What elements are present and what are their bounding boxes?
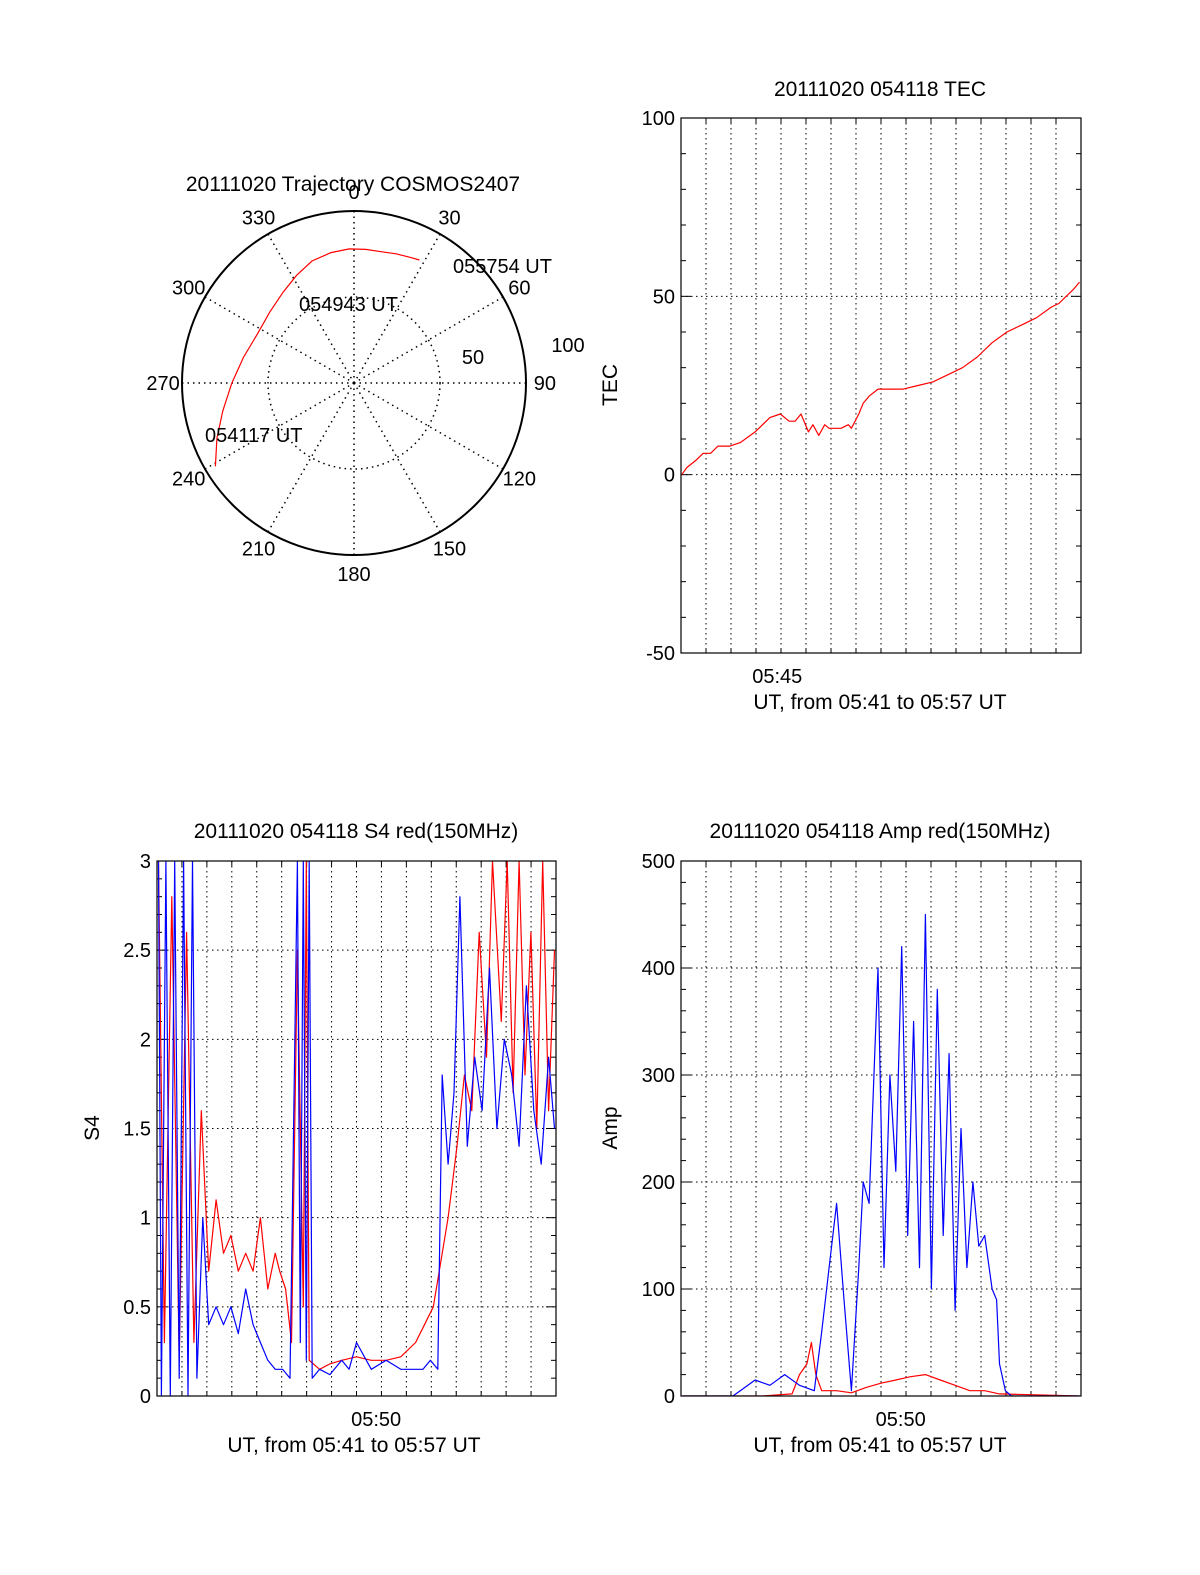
plot-frame	[680, 860, 1082, 1397]
series-line-red	[682, 1341, 1080, 1396]
tec-ylabel: TEC	[599, 364, 622, 406]
y-tick-label: 400	[642, 958, 675, 980]
polar-time-label: 054943 UT	[299, 294, 398, 316]
polar-trajectory-series	[214, 248, 420, 467]
y-tick-label: 3	[140, 851, 151, 873]
amp-axes: 0 100 200 300 400 500 05:50	[642, 851, 1082, 1431]
polar-angle-label: 120	[503, 468, 536, 490]
tec-xlabel: UT, from 05:41 to 05:57 UT	[753, 691, 1006, 714]
polar-spoke	[267, 233, 355, 384]
amp-title: 20111020 054118 Amp red(150MHz)	[710, 820, 1051, 843]
y-tick-label: 100	[642, 108, 675, 130]
s4-ylabel: S4	[81, 1115, 104, 1141]
x-tick-label: 05:50	[351, 1409, 401, 1431]
series-line-blue	[682, 913, 1080, 1396]
x-tick-label: 05:50	[876, 1409, 926, 1431]
polar-angle-label: 300	[172, 278, 205, 300]
plot-frame	[680, 117, 1082, 654]
y-tick-label: 200	[642, 1172, 675, 1194]
tec-axes: -50 0 50 100 05:45	[642, 108, 1082, 688]
polar-angle-label: 180	[337, 564, 370, 586]
polar-ring-50	[267, 296, 441, 470]
polar-angle-label: 240	[172, 468, 205, 490]
polar-angle-label: 60	[508, 278, 530, 300]
polar-spoke	[204, 382, 355, 470]
y-tick-label: 0	[664, 465, 675, 487]
polar-angle-labels: 0 30 60 90 120 150 180 210 240 270 300 330	[146, 182, 556, 586]
polar-angle-label: 150	[433, 538, 466, 560]
y-tick-label: -50	[646, 643, 675, 665]
y-tick-label: 300	[642, 1065, 675, 1087]
polar-time-annotations: 055754 UT 054943 UT 054117 UT	[205, 256, 552, 447]
y-tick-label: 2	[140, 1029, 151, 1051]
polar-spoke	[353, 382, 504, 470]
y-tick-label: 500	[642, 851, 675, 873]
series-line-red	[681, 281, 1080, 476]
s4-axes: 0 0.5 1 1.5 2 2.5 3 05:50	[123, 851, 557, 1431]
y-tick-label: 0	[140, 1386, 151, 1408]
y-tick-label: 0.5	[123, 1297, 151, 1319]
tec-title: 20111020 054118 TEC	[774, 78, 986, 101]
polar-spoke	[267, 382, 355, 533]
s4-title: 20111020 054118 S4 red(150MHz)	[194, 820, 519, 843]
y-tick-label: 0	[664, 1386, 675, 1408]
polar-title: 20111020 Trajectory COSMOS2407	[186, 173, 520, 196]
tec-plot: 20111020 054118 TEC UT, from 05:41 to 05…	[599, 78, 1082, 714]
x-tick-label: 05:45	[752, 666, 802, 688]
plot-frame	[156, 860, 557, 1397]
polar-spoke	[204, 296, 355, 384]
polar-angle-label: 210	[242, 538, 275, 560]
polar-radial-labels: 50 100	[462, 335, 585, 369]
y-tick-label: 1.5	[123, 1119, 151, 1141]
s4-xlabel: UT, from 05:41 to 05:57 UT	[227, 1434, 480, 1457]
y-tick-label: 1	[140, 1208, 151, 1230]
y-tick-label: 2.5	[123, 940, 151, 962]
polar-angle-label: 0	[348, 182, 359, 204]
series-line-red	[157, 861, 556, 1370]
trajectory-polar-plot: 20111020 Trajectory COSMOS2407 0 30 60 90 12…	[146, 173, 584, 586]
s4-plot: 20111020 054118 S4 red(150MHz) UT, from …	[81, 820, 557, 1457]
y-tick-label: 100	[642, 1279, 675, 1301]
polar-time-label: 055754 UT	[453, 256, 552, 278]
polar-angle-label: 90	[534, 373, 556, 395]
amp-plot: 20111020 054118 Amp red(150MHz) UT, from…	[599, 820, 1082, 1457]
polar-trajectory-line	[214, 248, 420, 467]
polar-spoke	[353, 296, 504, 384]
polar-radial-label: 50	[462, 347, 484, 369]
polar-angle-label: 330	[242, 208, 275, 230]
polar-angle-label: 270	[146, 373, 179, 395]
polar-time-label: 054117 UT	[205, 425, 302, 447]
amp-xlabel: UT, from 05:41 to 05:57 UT	[753, 1434, 1006, 1457]
polar-spoke	[353, 233, 441, 384]
amp-ylabel: Amp	[599, 1106, 622, 1149]
polar-grid	[181, 210, 527, 556]
polar-angle-label: 30	[438, 208, 460, 230]
y-tick-label: 50	[653, 286, 675, 308]
polar-radial-label: 100	[551, 335, 584, 357]
polar-spoke	[353, 382, 441, 533]
series-line-blue	[157, 861, 556, 1396]
